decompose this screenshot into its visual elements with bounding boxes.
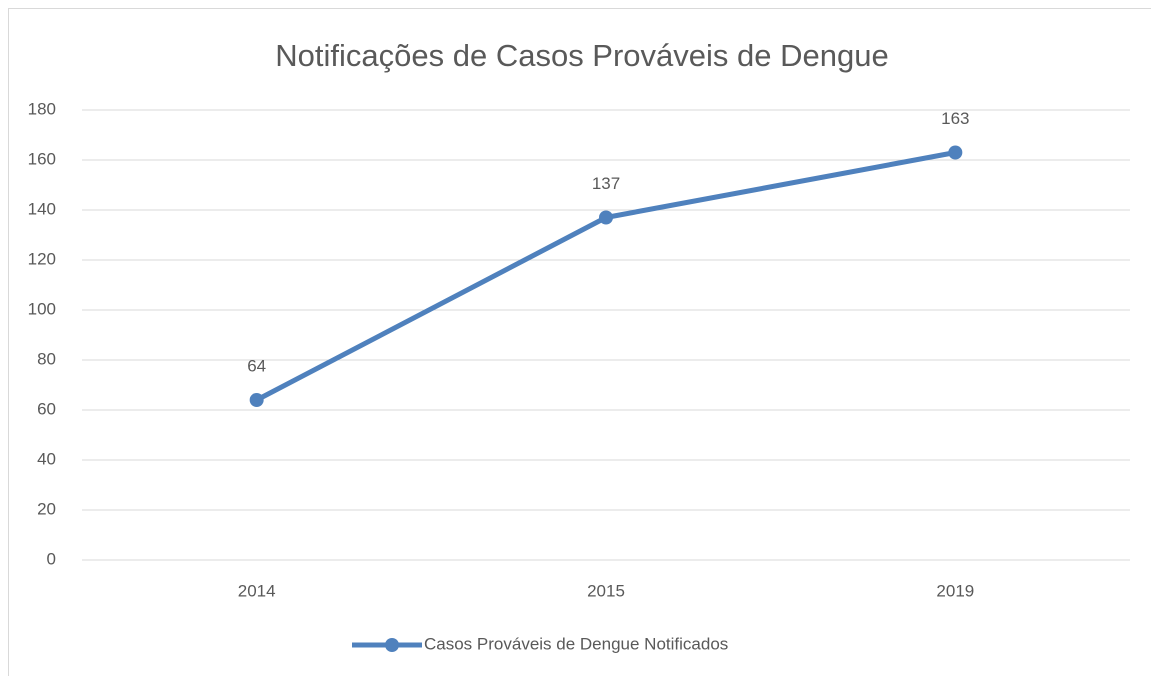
marker <box>249 393 264 407</box>
x-tick-label: 2019 <box>936 581 974 600</box>
chart-border <box>8 8 1151 676</box>
legend-label: Casos Prováveis de Dengue Notificados <box>424 634 728 653</box>
y-tick-label: 180 <box>28 99 56 118</box>
y-tick-label: 80 <box>37 349 56 368</box>
data-label: 64 <box>247 356 266 375</box>
y-tick-label: 20 <box>37 499 56 518</box>
chart-title: Notificações de Casos Prováveis de Dengu… <box>275 38 888 73</box>
y-tick-label: 100 <box>28 299 56 318</box>
data-label: 163 <box>941 109 969 128</box>
x-tick-label: 2015 <box>587 581 625 600</box>
legend-marker <box>385 638 399 652</box>
y-tick-label: 140 <box>28 199 56 218</box>
marker <box>599 210 613 225</box>
x-tick-label: 2014 <box>238 581 276 600</box>
data-label: 137 <box>592 174 620 193</box>
y-tick-label: 120 <box>28 249 56 268</box>
y-tick-label: 160 <box>28 149 56 168</box>
y-tick-label: 60 <box>37 399 56 418</box>
y-tick-label: 40 <box>37 449 56 468</box>
marker <box>948 145 963 160</box>
y-tick-label: 0 <box>47 549 56 568</box>
